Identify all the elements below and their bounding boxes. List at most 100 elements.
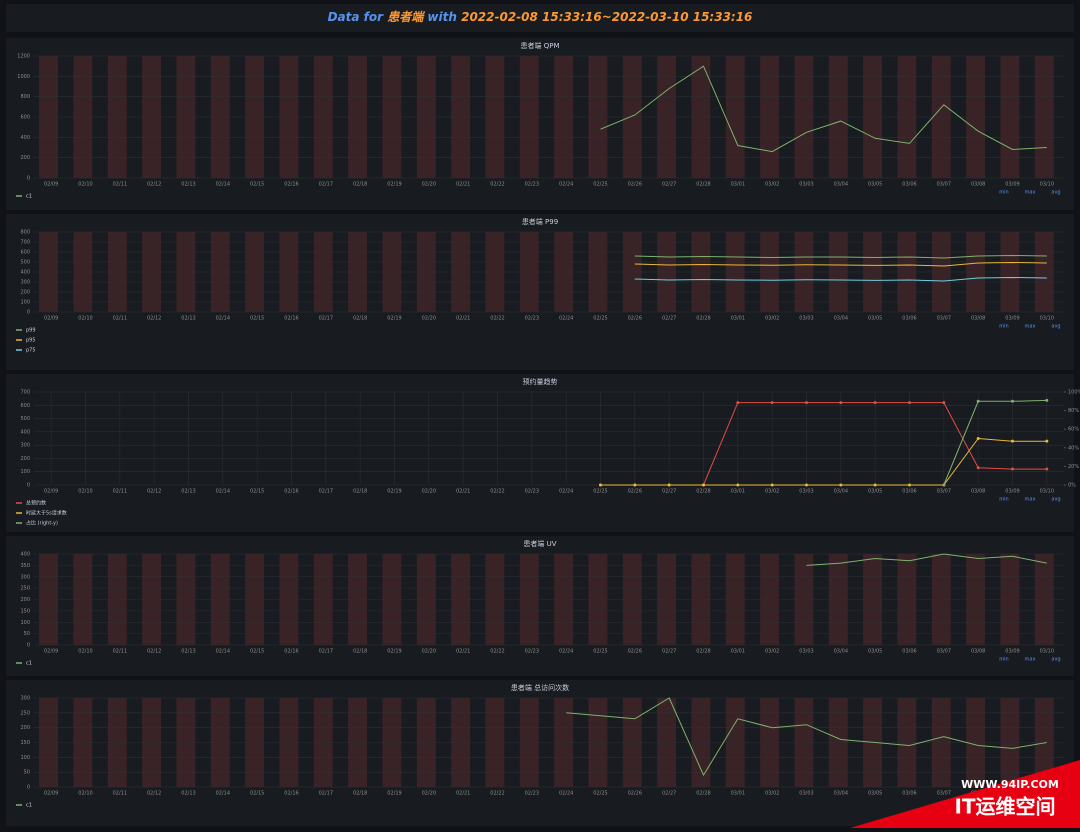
x-tick-label: 03/02 bbox=[765, 316, 779, 322]
legend-stat-header: min bbox=[999, 190, 1008, 196]
series-point bbox=[873, 401, 877, 405]
x-tick-label: 02/16 bbox=[284, 182, 298, 188]
x-tick-label: 03/09 bbox=[1005, 316, 1019, 322]
x-tick-label: 02/24 bbox=[559, 791, 573, 797]
y-tick-label: 0 bbox=[27, 176, 30, 182]
series-line bbox=[566, 697, 1047, 777]
series-point bbox=[599, 483, 602, 487]
series-point bbox=[1045, 398, 1049, 402]
y-tick-label: 50 bbox=[24, 770, 30, 776]
x-tick-label: 02/09 bbox=[44, 316, 58, 322]
x-tick-label: 02/21 bbox=[456, 182, 470, 188]
series-line bbox=[600, 437, 1047, 486]
x-tick-label: 02/20 bbox=[422, 791, 436, 797]
x-tick-label: 02/19 bbox=[387, 182, 401, 188]
legend-label: p95 bbox=[26, 338, 36, 344]
x-tick-label: 03/05 bbox=[868, 182, 882, 188]
x-tick-label: 02/25 bbox=[593, 489, 607, 495]
x-tick-label: 03/04 bbox=[834, 489, 848, 495]
x-tick-label: 02/10 bbox=[78, 791, 92, 797]
x-tick-label: 02/23 bbox=[525, 791, 539, 797]
x-tick-label: 02/10 bbox=[78, 489, 92, 495]
y-tick-label: 800 bbox=[20, 94, 30, 100]
y-tick-label: 500 bbox=[20, 260, 30, 266]
x-tick-label: 02/20 bbox=[422, 182, 436, 188]
x-tick-label: 02/11 bbox=[113, 316, 127, 322]
x-tick-label: 02/18 bbox=[353, 316, 367, 322]
x-tick-label: 03/09 bbox=[1005, 649, 1019, 655]
x-tick-label: 03/02 bbox=[765, 489, 779, 495]
x-tick-label: 02/27 bbox=[662, 791, 676, 797]
x-tick-label: 02/12 bbox=[147, 316, 161, 322]
series-point bbox=[908, 483, 911, 487]
header-middle: with bbox=[427, 10, 456, 24]
x-tick-label: 03/01 bbox=[731, 182, 745, 188]
x-tick-label: 02/13 bbox=[181, 182, 195, 188]
y-tick-label: 300 bbox=[20, 574, 30, 580]
x-tick-label: 02/26 bbox=[628, 182, 642, 188]
y-tick-label: 0 bbox=[27, 483, 30, 489]
x-tick-label: 03/10 bbox=[1040, 649, 1054, 655]
y-tick-label: 250 bbox=[20, 710, 30, 716]
x-tick-label: 03/07 bbox=[937, 182, 951, 188]
x-tick-label: 03/03 bbox=[799, 649, 813, 655]
x-tick-label: 03/10 bbox=[1040, 316, 1054, 322]
y2-tick-label: 100% bbox=[1068, 390, 1080, 396]
x-tick-label: 02/12 bbox=[147, 489, 161, 495]
x-tick-label: 02/27 bbox=[662, 316, 676, 322]
y-tick-label: 150 bbox=[20, 608, 30, 614]
legend-stat-header: avg bbox=[1051, 324, 1060, 330]
x-tick-label: 02/14 bbox=[216, 182, 230, 188]
x-tick-label: 02/19 bbox=[387, 649, 401, 655]
x-tick-label: 03/05 bbox=[868, 316, 882, 322]
legend-label: 时延大于5s请求数 bbox=[26, 510, 67, 517]
y-tick-label: 350 bbox=[20, 563, 30, 569]
x-tick-label: 02/21 bbox=[456, 649, 470, 655]
series-line bbox=[600, 65, 1047, 153]
x-tick-label: 02/24 bbox=[559, 489, 573, 495]
x-tick-label: 02/24 bbox=[559, 649, 573, 655]
series-point bbox=[736, 483, 740, 487]
watermark-bg bbox=[850, 760, 1080, 828]
x-tick-label: 03/08 bbox=[971, 489, 985, 495]
series-line bbox=[634, 254, 1047, 259]
y2-tick-label: 60% bbox=[1068, 427, 1079, 433]
x-tick-label: 02/28 bbox=[696, 182, 710, 188]
header-range: 2022-02-08 15:33:16~2022-03-10 15:33:16 bbox=[461, 10, 752, 24]
series-point bbox=[976, 399, 980, 403]
x-tick-label: 02/09 bbox=[44, 791, 58, 797]
legend-stat-header: min bbox=[999, 324, 1008, 330]
x-tick-label: 03/03 bbox=[799, 182, 813, 188]
y2-tick-label: 0% bbox=[1068, 483, 1076, 489]
x-tick-label: 02/17 bbox=[319, 316, 333, 322]
x-tick-label: 02/26 bbox=[628, 316, 642, 322]
x-tick-label: 02/10 bbox=[78, 316, 92, 322]
panel-title: 患者端 P99 bbox=[522, 217, 558, 226]
legend-stat-header: min bbox=[999, 497, 1008, 503]
x-tick-label: 03/04 bbox=[834, 791, 848, 797]
series-point bbox=[942, 483, 946, 487]
x-tick-label: 02/25 bbox=[593, 316, 607, 322]
x-tick-label: 03/01 bbox=[731, 489, 745, 495]
x-tick-label: 03/02 bbox=[765, 791, 779, 797]
series-point bbox=[1045, 467, 1049, 471]
x-tick-label: 02/17 bbox=[319, 791, 333, 797]
x-tick-label: 02/25 bbox=[593, 649, 607, 655]
legend-stat-header: avg bbox=[1051, 190, 1060, 196]
y-tick-label: 1000 bbox=[17, 74, 30, 80]
x-tick-label: 02/15 bbox=[250, 489, 264, 495]
panel-title: 预约量趋势 bbox=[523, 377, 558, 386]
y-tick-label: 200 bbox=[20, 725, 30, 731]
x-tick-label: 02/21 bbox=[456, 791, 470, 797]
y-tick-label: 400 bbox=[20, 135, 30, 141]
x-tick-label: 02/15 bbox=[250, 316, 264, 322]
y-tick-label: 600 bbox=[20, 115, 30, 121]
x-tick-label: 02/14 bbox=[216, 649, 230, 655]
series-point bbox=[1011, 399, 1014, 403]
x-tick-label: 02/16 bbox=[284, 649, 298, 655]
series-point bbox=[770, 483, 774, 487]
x-tick-label: 03/04 bbox=[834, 649, 848, 655]
y-tick-label: 400 bbox=[20, 429, 30, 435]
y-tick-label: 200 bbox=[20, 597, 30, 603]
y-tick-label: 200 bbox=[20, 155, 30, 161]
